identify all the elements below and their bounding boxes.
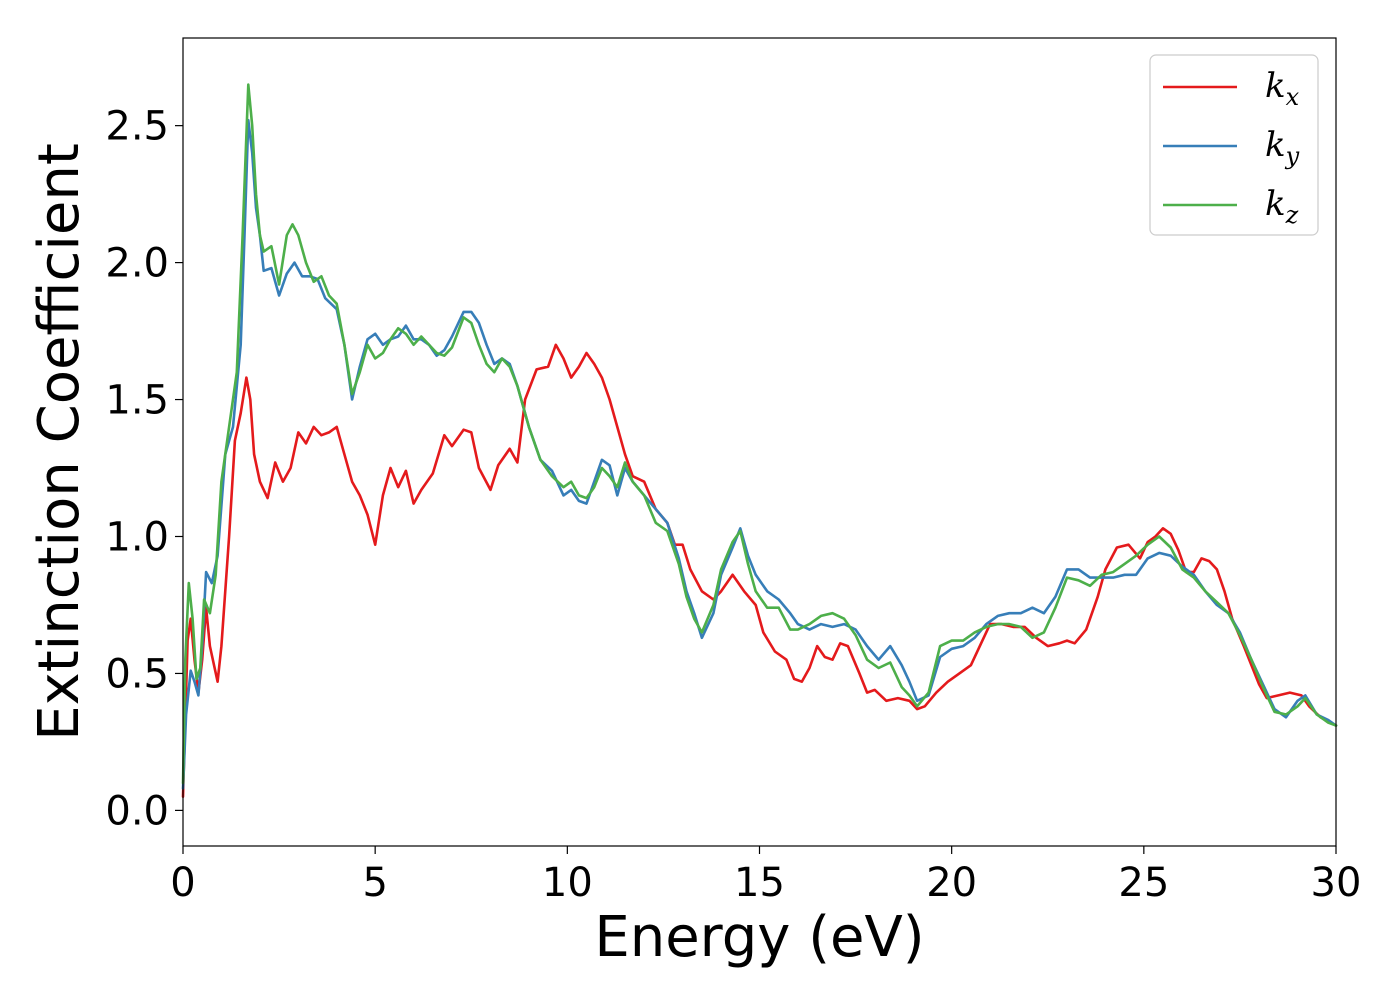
- x-tick-label: 0: [170, 860, 195, 906]
- x-axis: 0 5 10 15 20 25 30: [170, 846, 1361, 906]
- y-tick-label: 2.0: [105, 241, 169, 287]
- series-layer: [181, 83, 1338, 798]
- y-tick-label: 1.0: [105, 514, 169, 560]
- legend: kx ky kz: [1149, 54, 1319, 236]
- y-tick-label: 1.5: [105, 378, 169, 424]
- x-tick-label: 25: [1118, 860, 1169, 906]
- y-tick-label: 0.0: [105, 788, 169, 834]
- x-tick-label: 10: [542, 860, 593, 906]
- x-tick-label: 5: [362, 860, 387, 906]
- x-tick-label: 15: [734, 860, 785, 906]
- legend-label-kz: kz: [1265, 184, 1299, 229]
- y-axis: 0.0 0.5 1.0 1.5 2.0 2.5: [105, 104, 183, 834]
- x-axis-title: Energy (eV): [594, 905, 924, 970]
- x-tick-label: 30: [1311, 860, 1362, 906]
- legend-label-kx: kx: [1265, 66, 1300, 111]
- y-axis-title: Extinction Coefficient: [27, 143, 92, 741]
- x-tick-label: 20: [926, 860, 977, 906]
- series-line-kz: [181, 83, 1338, 785]
- y-tick-label: 0.5: [105, 651, 169, 697]
- series-line-kx: [181, 343, 1338, 798]
- legend-label-ky: ky: [1265, 125, 1300, 170]
- y-tick-label: 2.5: [105, 104, 169, 150]
